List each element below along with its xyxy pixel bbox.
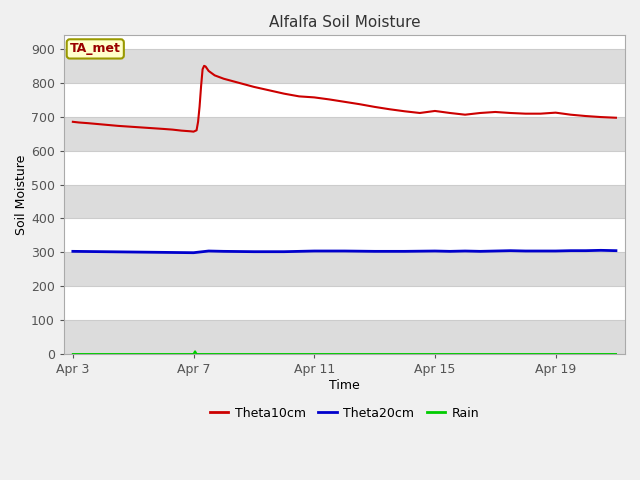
Y-axis label: Soil Moisture: Soil Moisture xyxy=(15,155,28,235)
Title: Alfalfa Soil Moisture: Alfalfa Soil Moisture xyxy=(269,15,420,30)
Bar xyxy=(64,184,625,218)
Text: TA_met: TA_met xyxy=(70,42,121,55)
Bar xyxy=(64,320,625,354)
Bar xyxy=(64,252,625,286)
X-axis label: Time: Time xyxy=(329,379,360,392)
Legend: Theta10cm, Theta20cm, Rain: Theta10cm, Theta20cm, Rain xyxy=(205,402,484,425)
Bar xyxy=(64,117,625,151)
Bar xyxy=(64,49,625,83)
